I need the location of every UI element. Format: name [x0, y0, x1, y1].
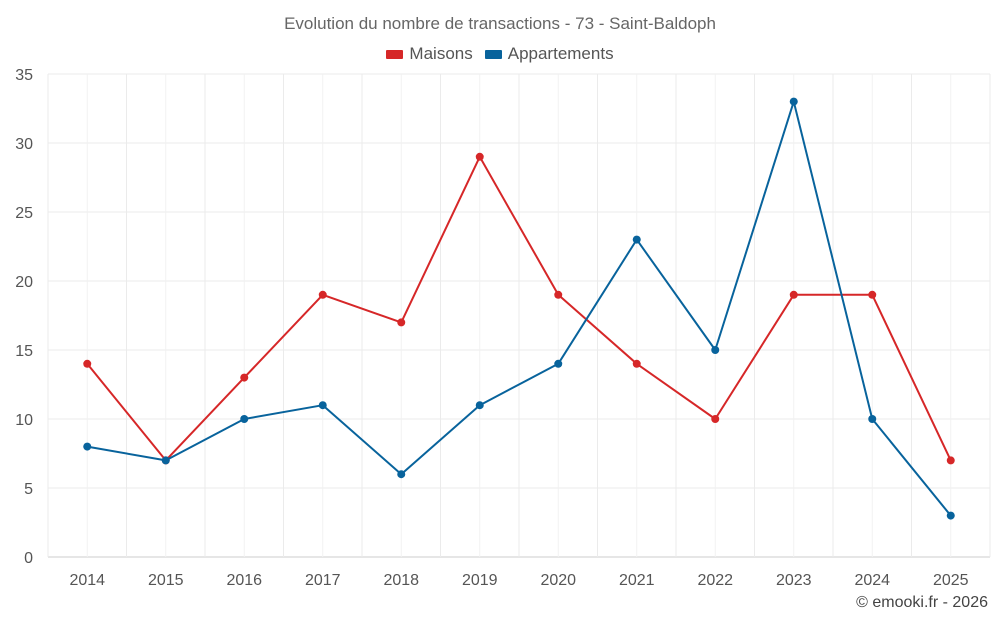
y-tick-label: 25: [15, 205, 33, 222]
data-point-appartements: [161, 456, 170, 465]
data-point-appartements: [318, 401, 327, 410]
x-tick-label: 2016: [226, 572, 262, 589]
data-point-appartements: [946, 511, 955, 520]
x-tick-label: 2014: [69, 572, 105, 589]
legend-label-appartements: Appartements: [507, 44, 614, 63]
data-point-maisons: [946, 456, 955, 465]
y-tick-label: 15: [15, 343, 33, 360]
legend-swatch-appartements: [484, 49, 502, 59]
x-tick-label: 2018: [383, 572, 419, 589]
data-point-maisons: [240, 373, 249, 382]
data-point-appartements: [475, 401, 484, 410]
x-tick-label: 2024: [854, 572, 890, 589]
legend: Maisons Appartements: [0, 44, 1000, 64]
x-tick-label: 2021: [619, 572, 655, 589]
credit-text: © emooki.fr - 2026: [856, 594, 988, 611]
x-tick-label: 2020: [540, 572, 576, 589]
data-point-appartements: [240, 415, 249, 423]
data-point-maisons: [868, 290, 877, 299]
data-point-maisons: [475, 152, 484, 161]
x-tick-label: 2022: [697, 572, 733, 589]
data-point-appartements: [789, 97, 798, 106]
legend-item-appartements[interactable]: Appartements: [484, 44, 614, 64]
y-tick-label: 20: [15, 274, 33, 291]
data-point-maisons: [789, 290, 798, 299]
series-line-appartements: [87, 100, 952, 517]
data-point-maisons: [318, 290, 327, 299]
y-tick-label: 10: [15, 412, 33, 429]
x-tick-label: 2023: [776, 572, 812, 589]
data-point-appartements: [632, 235, 641, 244]
legend-swatch-maisons: [386, 49, 404, 59]
chart-title: Evolution du nombre de transactions - 73…: [284, 14, 716, 33]
data-point-appartements: [711, 346, 720, 354]
data-point-appartements: [554, 359, 563, 368]
data-point-maisons: [83, 359, 92, 368]
legend-label-maisons: Maisons: [409, 44, 473, 63]
data-point-appartements: [868, 415, 877, 423]
legend-item-maisons[interactable]: Maisons: [386, 44, 473, 64]
x-tick-label: 2015: [148, 572, 184, 589]
x-tick-label: 2017: [305, 572, 341, 589]
y-tick-label: 35: [15, 67, 33, 84]
y-tick-label: 0: [24, 550, 33, 567]
x-tick-label: 2019: [462, 572, 498, 589]
data-point-maisons: [632, 359, 641, 368]
series-line-maisons: [86, 155, 952, 462]
y-tick-label: 30: [15, 136, 33, 153]
data-point-appartements: [397, 470, 406, 479]
data-point-maisons: [397, 318, 406, 327]
y-tick-label: 5: [24, 481, 33, 498]
data-point-appartements: [83, 442, 92, 451]
data-point-maisons: [554, 290, 563, 299]
x-tick-label: 2025: [933, 572, 969, 589]
data-point-maisons: [711, 415, 720, 423]
